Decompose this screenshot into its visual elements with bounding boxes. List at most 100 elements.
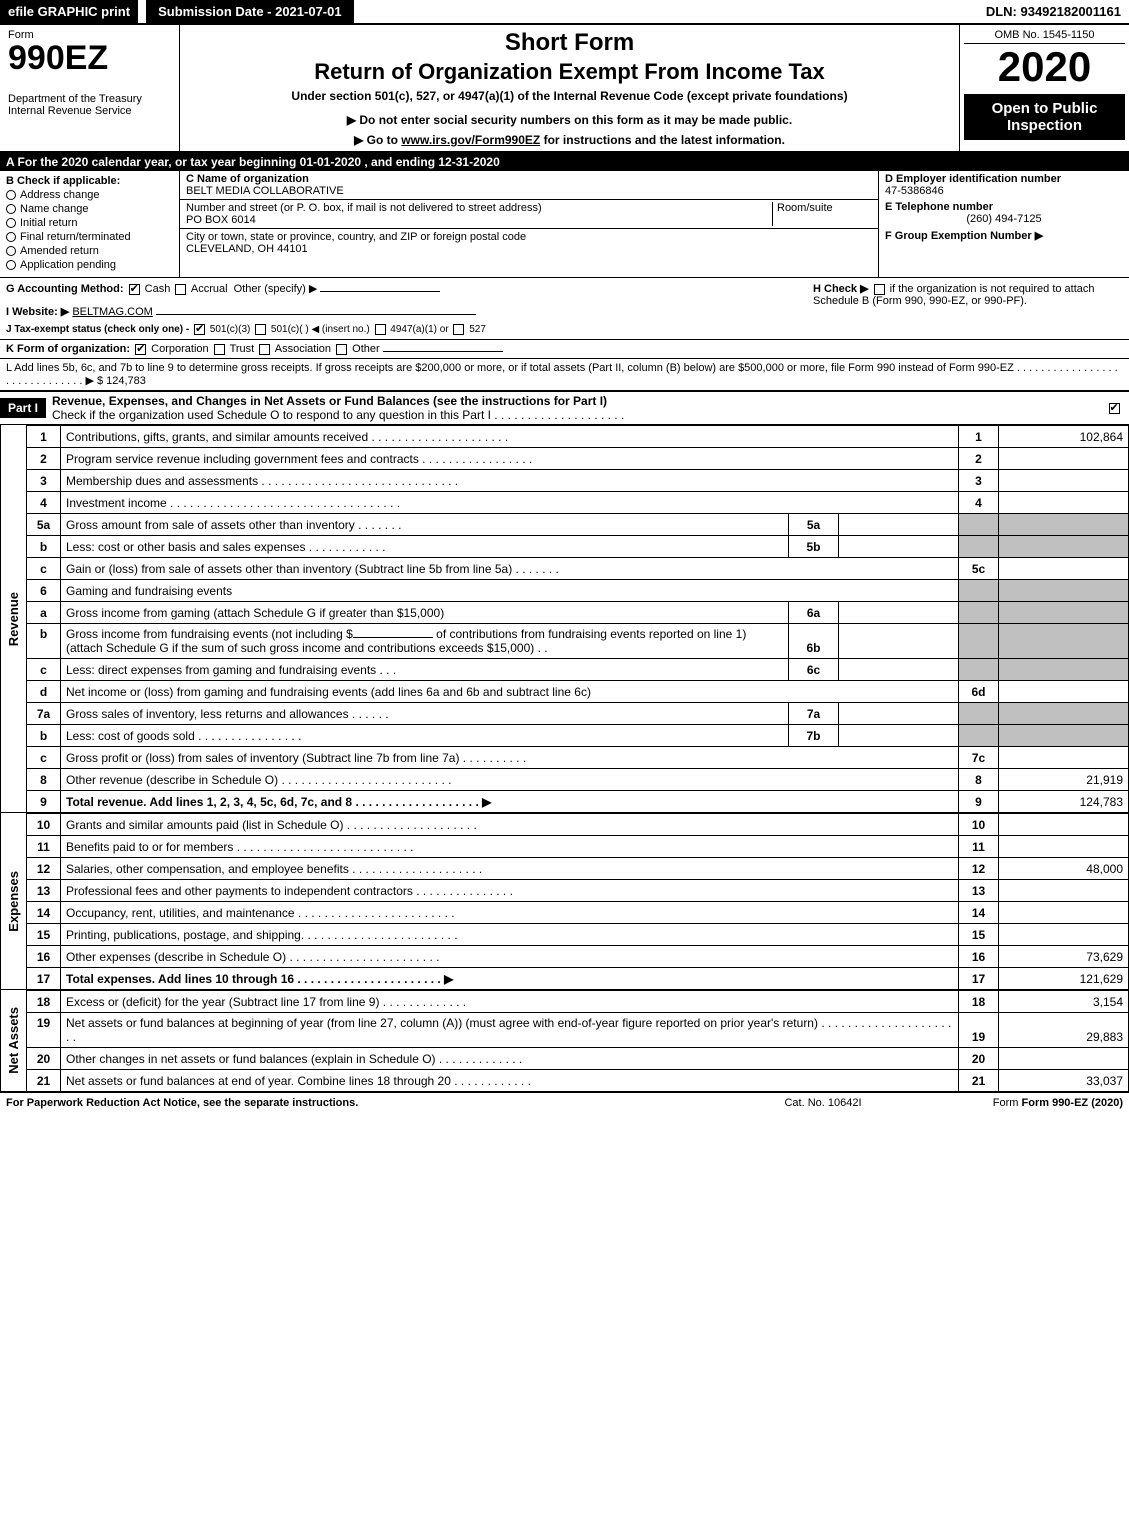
dept-treasury: Department of the Treasury <box>8 93 171 105</box>
page-footer: For Paperwork Reduction Act Notice, see … <box>0 1092 1129 1113</box>
cat-number: Cat. No. 10642I <box>723 1097 923 1109</box>
line-col-grey <box>959 514 999 536</box>
website-value[interactable]: BELTMAG.COM <box>72 306 152 318</box>
accounting-method-label: G Accounting Method: <box>6 283 124 295</box>
chk-final-return[interactable]: Final return/terminated <box>6 231 173 243</box>
line-num: 3 <box>27 470 61 492</box>
line-amount <box>999 880 1129 902</box>
chk-amended-return[interactable]: Amended return <box>6 245 173 257</box>
addr-value: PO BOX 6014 <box>186 214 256 226</box>
line-col: 19 <box>959 1013 999 1048</box>
netassets-section: Net Assets 18Excess or (deficit) for the… <box>0 990 1129 1092</box>
chk-schedule-o[interactable] <box>1109 403 1120 414</box>
line-num: 8 <box>27 769 61 791</box>
line-desc: Total expenses. Add lines 10 through 16 … <box>61 968 959 990</box>
line-desc: Gross sales of inventory, less returns a… <box>61 703 789 725</box>
line-col-grey <box>959 536 999 558</box>
line-desc: Less: cost of goods sold . . . . . . . .… <box>61 725 789 747</box>
header-left: Form 990EZ Department of the Treasury In… <box>0 25 180 151</box>
goto-instructions: ▶ Go to www.irs.gov/Form990EZ for instru… <box>186 133 953 147</box>
line-col: 2 <box>959 448 999 470</box>
ssn-warning: ▶ Do not enter social security numbers o… <box>186 113 953 127</box>
tax-exempt-label: J Tax-exempt status (check only one) - <box>6 324 189 335</box>
sub-col: 7a <box>789 703 839 725</box>
chk-label: Name change <box>20 203 89 215</box>
col-b-title: B Check if applicable: <box>6 175 173 187</box>
line-amount-grey <box>999 514 1129 536</box>
line-6c: cLess: direct expenses from gaming and f… <box>27 659 1129 681</box>
chk-schedule-b[interactable] <box>874 284 885 295</box>
chk-application-pending[interactable]: Application pending <box>6 259 173 271</box>
chk-501c[interactable] <box>255 324 266 335</box>
line-col: 13 <box>959 880 999 902</box>
addr-block: Number and street (or P. O. box, if mail… <box>180 200 878 229</box>
line-num: 13 <box>27 880 61 902</box>
chk-address-change[interactable]: Address change <box>6 189 173 201</box>
chk-accrual[interactable] <box>175 284 186 295</box>
line-col-grey <box>959 703 999 725</box>
chk-name-change[interactable]: Name change <box>6 203 173 215</box>
line-num: b <box>27 536 61 558</box>
chk-501c3[interactable] <box>194 324 205 335</box>
chk-association[interactable] <box>259 344 270 355</box>
line-num: 15 <box>27 924 61 946</box>
line-15: 15Printing, publications, postage, and s… <box>27 924 1129 946</box>
side-revenue-label: Revenue <box>6 592 21 646</box>
dept-irs: Internal Revenue Service <box>8 105 171 117</box>
desc-part1: Gross income from fundraising events (no… <box>66 627 353 641</box>
sub-val <box>839 602 959 624</box>
line-num: 2 <box>27 448 61 470</box>
org-name-block: C Name of organization BELT MEDIA COLLAB… <box>180 171 878 200</box>
row-h: H Check ▶ if the organization is not req… <box>813 282 1123 307</box>
line-col: 18 <box>959 991 999 1013</box>
line-num: 11 <box>27 836 61 858</box>
efile-button[interactable]: efile GRAPHIC print <box>0 0 138 23</box>
line-amount: 48,000 <box>999 858 1129 880</box>
line-desc: Program service revenue including govern… <box>61 448 959 470</box>
lbl-association: Association <box>275 343 331 355</box>
header-right: OMB No. 1545-1150 2020 Open to Public In… <box>959 25 1129 151</box>
line-amount <box>999 814 1129 836</box>
row-k: K Form of organization: Corporation Trus… <box>0 340 1129 359</box>
city-block: City or town, state or province, country… <box>180 229 878 257</box>
k-label: K Form of organization: <box>6 343 130 355</box>
chk-other-org[interactable] <box>336 344 347 355</box>
chk-trust[interactable] <box>214 344 225 355</box>
sub-val <box>839 725 959 747</box>
line-amount <box>999 558 1129 580</box>
row-g-left: G Accounting Method: Cash Accrual Other … <box>6 282 813 335</box>
line-6b: bGross income from fundraising events (n… <box>27 624 1129 659</box>
line-col-grey <box>959 659 999 681</box>
chk-527[interactable] <box>453 324 464 335</box>
line-desc: Gaming and fundraising events <box>61 580 959 602</box>
chk-label: Final return/terminated <box>20 231 131 243</box>
line-amount <box>999 492 1129 514</box>
ein-value: 47-5386846 <box>885 185 944 197</box>
line-desc: Gross income from fundraising events (no… <box>61 624 789 659</box>
side-netassets: Net Assets <box>0 990 26 1092</box>
line-desc: Net income or (loss) from gaming and fun… <box>61 681 959 703</box>
side-revenue: Revenue <box>0 425 26 813</box>
line-num: a <box>27 602 61 624</box>
chk-4947[interactable] <box>375 324 386 335</box>
org-name: BELT MEDIA COLLABORATIVE <box>186 185 344 197</box>
expenses-table: 10Grants and similar amounts paid (list … <box>26 813 1129 990</box>
line-amount <box>999 836 1129 858</box>
line-desc: Less: direct expenses from gaming and fu… <box>61 659 789 681</box>
chk-corporation[interactable] <box>135 344 146 355</box>
line-desc: Less: cost or other basis and sales expe… <box>61 536 789 558</box>
fundraising-amount-input[interactable] <box>353 637 433 638</box>
line-amount <box>999 1048 1129 1070</box>
other-specify-input[interactable] <box>320 291 440 292</box>
open-public-badge: Open to Public Inspection <box>964 94 1125 140</box>
city-label: City or town, state or province, country… <box>186 231 526 243</box>
line-num: c <box>27 558 61 580</box>
line-desc: Occupancy, rent, utilities, and maintena… <box>61 902 959 924</box>
line-desc: Salaries, other compensation, and employ… <box>61 858 959 880</box>
sub-col: 5b <box>789 536 839 558</box>
part-i-title: Revenue, Expenses, and Changes in Net As… <box>52 394 607 408</box>
line-20: 20Other changes in net assets or fund ba… <box>27 1048 1129 1070</box>
irs-link[interactable]: www.irs.gov/Form990EZ <box>401 133 540 147</box>
chk-initial-return[interactable]: Initial return <box>6 217 173 229</box>
chk-cash[interactable] <box>129 284 140 295</box>
